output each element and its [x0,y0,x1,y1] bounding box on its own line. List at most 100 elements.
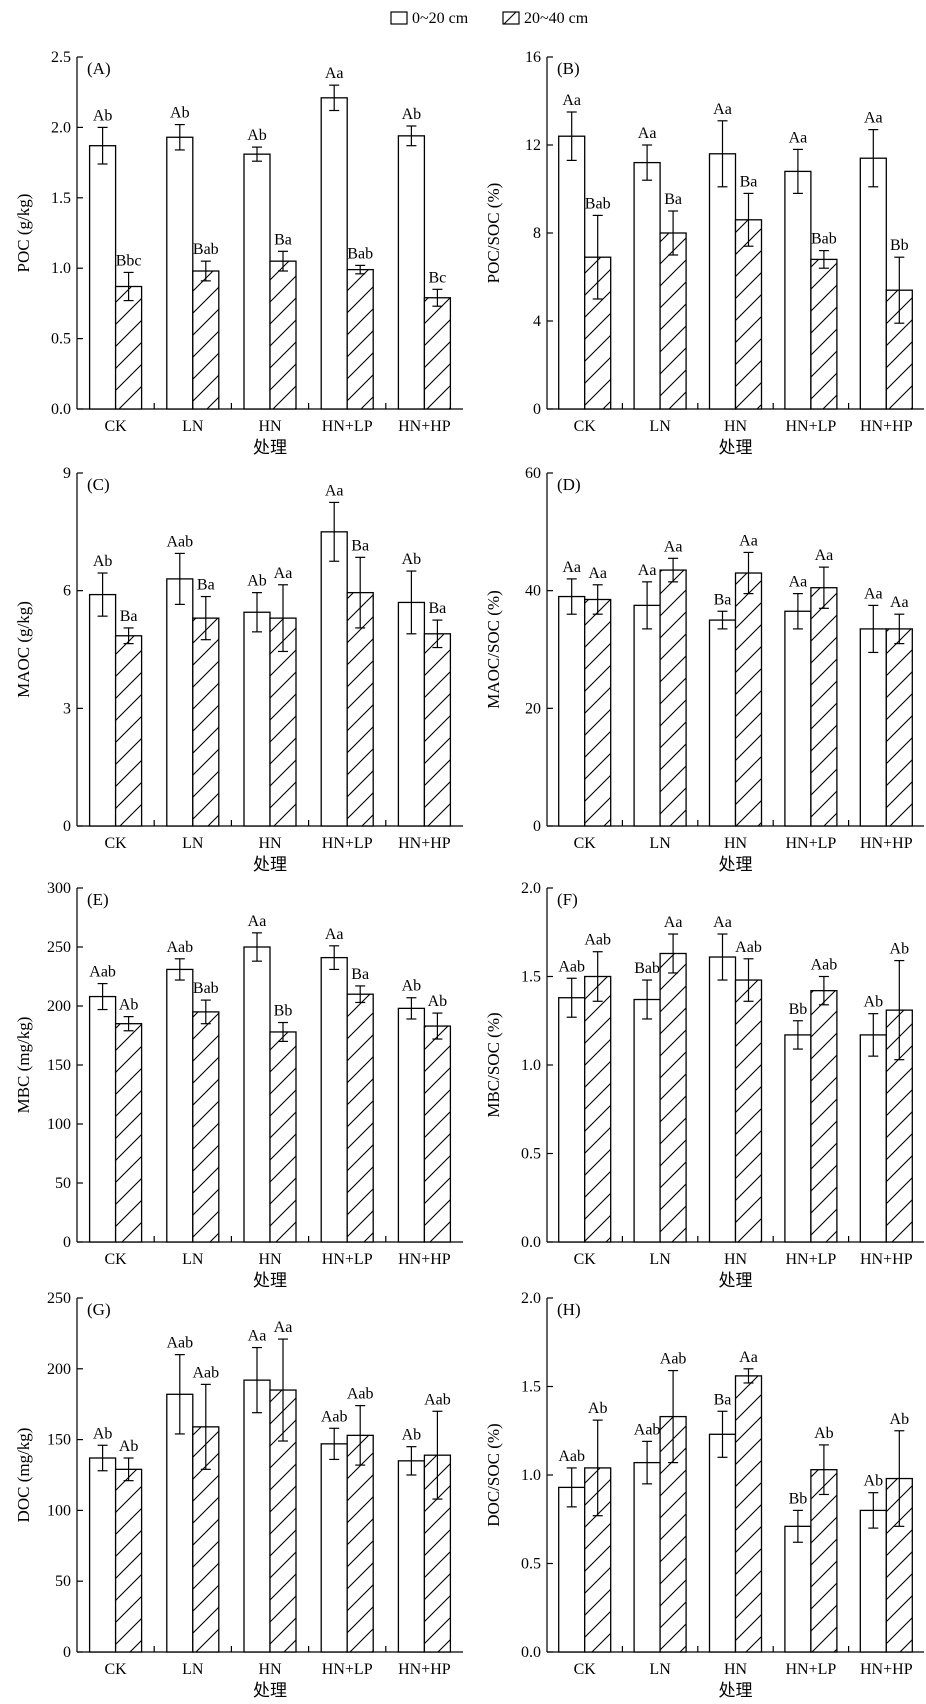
bar-0-20cm [397,1460,426,1653]
significance-label: Ab [890,941,910,958]
y-tick-label: 16 [525,49,541,66]
significance-label: Bb [789,1001,808,1018]
significance-label: Bab [585,195,611,212]
chart-panel-4: 0 20 40 60 MAOC/SOC (%) (D) CK Aa Aa LN Aa Aa HN Ba Aa… [484,465,924,874]
y-axis-label: POC (g/kg) [14,194,33,273]
significance-label: Aa [562,92,581,109]
significance-label: Ab [402,551,422,568]
bar-20-40cm [346,268,374,410]
chart-panel-7: 0 50 100 150 200 250 DOC (mg/kg) (G) CK Ab Ab LN Aab… [14,1290,463,1700]
x-axis-label: 处理 [253,438,287,457]
x-axis-label: 处理 [253,1271,287,1290]
x-tick-label: CK [574,1251,597,1268]
y-tick-label: 20 [525,700,541,717]
bar-20-40cm [659,952,687,1243]
bar-0-20cm [708,956,737,1243]
significance-label: Aa [274,1319,293,1336]
bar-20-40cm [810,258,838,410]
significance-label: Ab [247,127,267,144]
significance-label: Aab [584,932,611,949]
y-tick-label: 1.5 [521,969,541,986]
significance-label: Ba [274,231,292,248]
x-tick-label: LN [182,1661,204,1678]
significance-label: Ba [429,600,447,617]
significance-label: Aa [248,1328,267,1345]
bar-0-20cm [558,595,586,827]
x-tick-label: CK [104,1661,127,1678]
significance-label: Aa [739,1349,758,1366]
x-tick-label: CK [574,835,597,852]
y-tick-label: 0.5 [51,331,71,348]
y-axis-label: DOC/SOC (%) [484,1423,503,1526]
bar-0-20cm [243,153,271,410]
x-tick-label: HN+LP [322,1251,373,1268]
y-axis-label: MAOC (g/kg) [14,601,33,698]
panel-label: (C) [87,475,110,494]
x-axis-label: 处理 [719,438,753,457]
significance-label: Ab [864,1473,884,1490]
y-tick-label: 1.0 [521,1057,541,1074]
bar-20-40cm [269,260,297,410]
y-tick-label: 2.0 [51,119,71,136]
bar-20-40cm [269,617,297,827]
significance-label: Ba [351,537,369,554]
bar-0-20cm [859,628,887,827]
y-tick-label: 250 [47,939,71,956]
significance-label: Aa [638,562,657,579]
significance-label: Ab [402,1427,422,1444]
x-tick-label: CK [104,835,127,852]
y-tick-label: 2.0 [521,880,541,897]
bar-0-20cm [633,604,661,827]
significance-label: Ab [93,1425,113,1442]
bar-20-40cm [810,990,838,1243]
y-tick-label: 0.5 [521,1146,541,1163]
y-tick-label: 150 [47,1432,71,1449]
significance-label: Aa [713,101,732,118]
significance-label: Aa [890,594,909,611]
bar-20-40cm [192,270,220,410]
y-tick-label: 0 [63,1234,71,1251]
significance-label: Aab [321,1408,348,1425]
chart-panel-8: 0.0 0.5 1.0 1.5 2.0 DOC/SOC (%) (H) CK Aab Ab LN Aa… [484,1290,924,1700]
bar-20-40cm [810,587,838,827]
x-tick-label: HN+LP [785,1661,836,1678]
bar-20-40cm [734,219,763,410]
x-tick-label: LN [649,418,671,435]
x-tick-label: HN+HP [860,1661,913,1678]
y-tick-label: 150 [47,1057,71,1074]
chart-panel-1: 0.0 0.5 1.0 1.5 2.0 2.5 POC (g/kg) (A) CK Ab Bbc LN… [14,49,463,457]
significance-label: Bb [789,1490,808,1507]
legend: 0~20 cm 20~40 cm [390,10,589,27]
significance-label: Aab [166,533,193,550]
y-tick-label: 200 [47,1361,71,1378]
bar-20-40cm [423,1025,452,1243]
y-tick-label: 0 [63,1644,71,1661]
panel-label: (E) [87,890,109,909]
chart-panel-2: 0 4 8 12 16 POC/SOC (%) (B) CK Aa Bab LN Aa Ba HN Aa Ba… [484,49,924,457]
x-tick-label: HN+LP [322,1661,373,1678]
significance-label: Ab [247,573,267,590]
significance-label: Ba [664,191,682,208]
significance-label: Aa [325,65,344,82]
chart-panel-3: 0 3 6 9 MAOC (g/kg) (C) CK Ab Ba LN Aab Ba HN Ab Aa HN+… [14,465,463,874]
bar-0-20cm [166,578,194,827]
y-tick-label: 1.5 [521,1379,541,1396]
bar-20-40cm [810,1469,838,1653]
bar-20-40cm [192,1011,220,1243]
panel-label: (B) [557,59,580,78]
y-tick-label: 9 [63,465,71,482]
x-tick-label: HN+HP [398,418,451,435]
significance-label: Bab [193,241,219,258]
bar-0-20cm [859,1034,887,1243]
x-tick-label: LN [182,418,204,435]
y-tick-label: 200 [47,998,71,1015]
significance-label: Aab [89,964,116,981]
x-tick-label: LN [649,835,671,852]
bar-0-20cm [320,1443,348,1653]
significance-label: Ba [714,591,732,608]
significance-label: Bbc [116,252,142,269]
y-tick-label: 0 [533,818,541,835]
bar-20-40cm [734,1375,763,1653]
